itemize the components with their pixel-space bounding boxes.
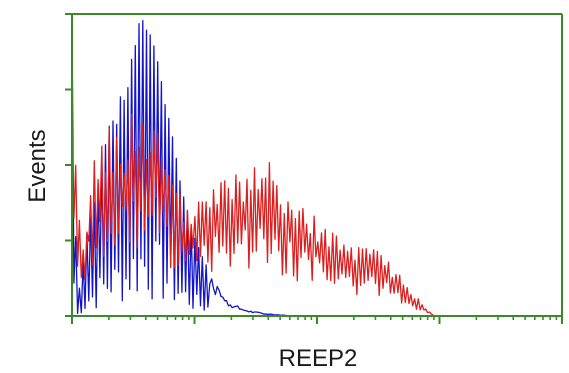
x-axis-label: REEP2	[278, 345, 358, 372]
red-series-line	[71, 113, 434, 316]
series-layer	[71, 13, 434, 317]
y-axis-label: Events	[24, 129, 51, 203]
blue-series-line	[71, 13, 292, 317]
axis-layer	[65, 13, 563, 324]
